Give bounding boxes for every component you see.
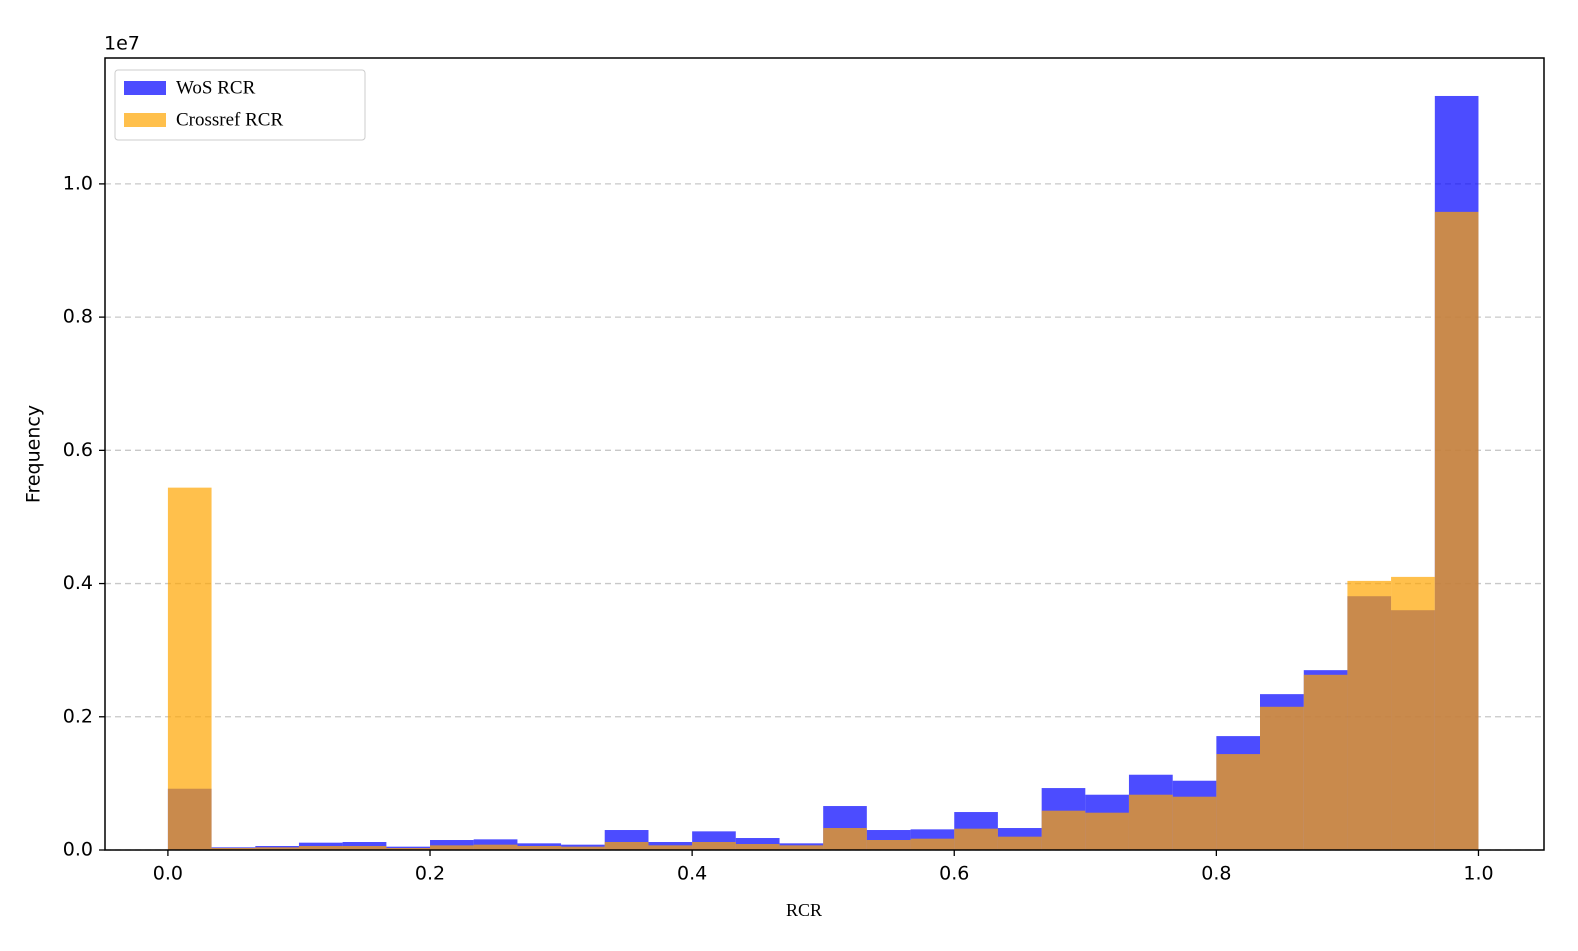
x-tick-label: 0.2 <box>415 863 445 885</box>
y-tick-label: 1.0 <box>63 172 93 194</box>
y-tick-label: 0.6 <box>63 439 93 461</box>
legend-swatch <box>124 81 166 95</box>
plot-frame <box>104 57 1545 851</box>
bar <box>1128 794 1173 850</box>
bar <box>386 848 431 850</box>
y-offset-label: 1e7 <box>104 33 140 55</box>
bar <box>604 842 649 850</box>
bar <box>517 846 562 850</box>
y-tick-label: 0.0 <box>63 839 93 861</box>
bar <box>997 836 1042 850</box>
bar <box>1041 810 1086 850</box>
y-axis-label: Frequency <box>23 405 45 503</box>
bar <box>1391 576 1435 850</box>
y-tick-label: 0.2 <box>63 705 93 727</box>
legend-box <box>114 69 366 141</box>
y-tick-label: 0.4 <box>63 572 93 594</box>
bar <box>430 840 474 850</box>
bar <box>954 828 998 850</box>
bar <box>561 846 605 850</box>
legend-label: Crossref RCR <box>176 109 283 130</box>
x-axis-label: RCR <box>786 900 822 920</box>
bar <box>1172 796 1217 850</box>
x-tick-label: 0.8 <box>1201 863 1231 885</box>
bar <box>692 842 736 850</box>
x-tick-label: 0.4 <box>677 863 707 885</box>
x-tick-label: 0.6 <box>939 863 969 885</box>
bar <box>167 487 212 850</box>
bar <box>823 828 867 850</box>
bar <box>473 844 518 850</box>
x-tick-label: 1.0 <box>1463 863 1493 885</box>
bar <box>648 845 693 850</box>
bar <box>1085 812 1129 850</box>
bar <box>255 847 299 850</box>
legend-swatch <box>124 113 166 127</box>
bar <box>1216 754 1261 850</box>
bar <box>1434 211 1479 850</box>
bar <box>735 844 780 850</box>
y-tick-label: 0.8 <box>63 306 93 328</box>
bar <box>1260 706 1304 850</box>
bar <box>342 846 387 850</box>
bar <box>430 845 474 850</box>
bar <box>1303 674 1348 850</box>
bar <box>211 848 256 850</box>
bar <box>910 838 955 850</box>
bar <box>298 846 343 850</box>
bar <box>779 845 824 850</box>
bar <box>1347 580 1392 850</box>
bar <box>866 840 911 850</box>
x-tick-label: 0.0 <box>153 863 183 885</box>
bar <box>735 838 780 850</box>
legend-label: WoS RCR <box>176 77 256 98</box>
